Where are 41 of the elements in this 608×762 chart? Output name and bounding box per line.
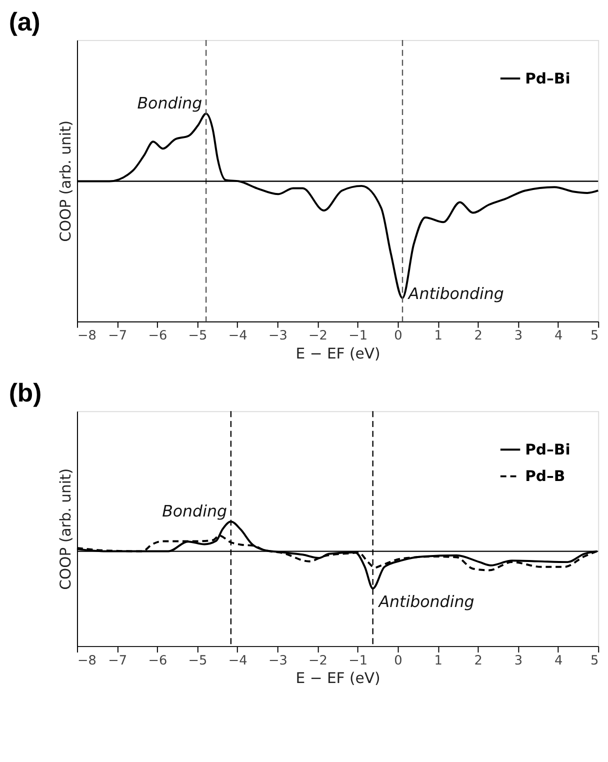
x-tick-label: −4 (228, 653, 248, 668)
x-tick-label: 2 (474, 653, 482, 668)
x-tick-label: −1 (348, 328, 368, 344)
x-tick-label: −6 (148, 653, 168, 668)
x-tick-label: 3 (514, 653, 523, 668)
annotation: Bonding (162, 502, 227, 521)
x-tick-label: 5 (590, 328, 599, 344)
annotation: Bonding (137, 94, 202, 113)
x-tick-label: 3 (514, 328, 523, 344)
x-tick-label: −5 (188, 653, 208, 668)
x-tick-label: −8 (77, 653, 96, 668)
x-tick-label: −2 (308, 328, 328, 344)
x-tick-label: −8 (77, 328, 96, 344)
y-axis-title: COOP (arb. unit) (58, 468, 75, 590)
x-tick-label: 1 (434, 653, 442, 668)
chart-title: (a) (8, 8, 40, 37)
x-tick-label: −6 (148, 328, 168, 344)
x-tick-label: 0 (394, 653, 402, 668)
y-axis-title: COOP (arb. unit) (58, 120, 75, 242)
x-tick-label: −4 (228, 328, 248, 344)
legend-label: Pd–Bi (525, 70, 570, 88)
x-axis-title: E − EF (eV) (296, 670, 380, 688)
x-axis-title: E − EF (eV) (296, 345, 380, 362)
x-tick-label: −3 (268, 328, 288, 344)
annotation: Antibonding (407, 284, 504, 303)
x-tick-label: −3 (268, 653, 288, 668)
x-tick-label: 1 (434, 328, 442, 344)
legend-label: Pd–B (525, 468, 566, 486)
x-tick-label: 4 (554, 328, 563, 344)
x-tick-label: −5 (188, 328, 208, 344)
legend-label: Pd–Bi (525, 442, 570, 459)
x-tick-label: 4 (554, 653, 563, 668)
x-tick-label: −7 (108, 653, 128, 668)
x-tick-label: −1 (348, 653, 368, 668)
x-tick-label: 0 (394, 328, 402, 344)
x-tick-label: 5 (590, 653, 599, 668)
annotation: Antibonding (378, 592, 474, 612)
x-tick-label: 2 (474, 328, 482, 344)
x-tick-label: −7 (108, 328, 128, 344)
x-tick-label: −2 (308, 653, 328, 668)
chart-title: (b) (8, 380, 42, 408)
